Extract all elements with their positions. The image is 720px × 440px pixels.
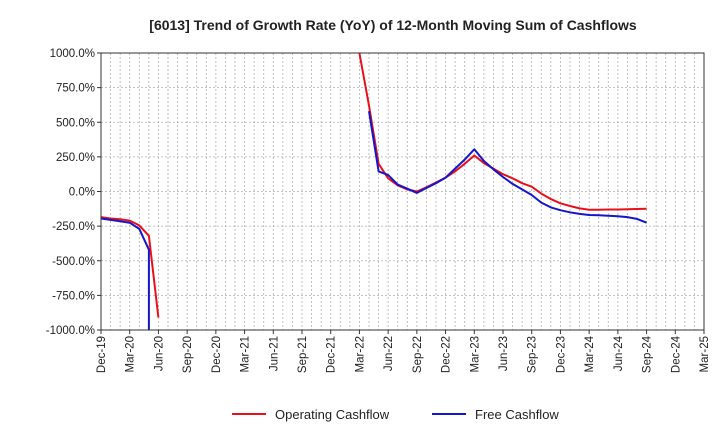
y-tick-label: -1000.0% [46, 325, 95, 337]
y-axis: 1000.0% 750.0% 500.0% 250.0% 0.0% -250.0% -500… [46, 48, 101, 337]
x-tick-label: Mar-20 [125, 336, 137, 372]
chart-title: [6013] Trend of Growth Rate (YoY) of 12-… [149, 17, 637, 33]
x-tick-label: Mar-21 [240, 336, 252, 372]
y-tick-label: -250.0% [52, 221, 95, 233]
x-tick-label: Sep-23 [527, 336, 539, 373]
legend-item: Operating Cashflow [232, 407, 390, 422]
series-layer [101, 52, 647, 330]
y-tick-label: 0.0% [69, 187, 95, 199]
x-tick-label: Jun-24 [613, 335, 625, 371]
x-tick-label: Mar-24 [584, 335, 596, 372]
x-tick-label: Sep-21 [297, 336, 309, 373]
y-tick-label: -750.0% [52, 290, 95, 302]
series-line-segment [368, 111, 647, 224]
x-tick-label: Dec-21 [326, 336, 338, 373]
x-tick-label: Jun-22 [383, 336, 395, 371]
y-tick-label: 250.0% [56, 152, 95, 164]
x-tick-label: Mar-22 [354, 336, 366, 372]
x-tick-label: Jun-23 [498, 336, 510, 371]
grid [101, 53, 704, 330]
series-operating-cashflow [101, 52, 647, 318]
x-tick-label: Mar-23 [469, 336, 481, 372]
x-tick-label: Dec-19 [96, 336, 108, 373]
x-tick-label: Dec-20 [211, 336, 223, 373]
x-tick-label: Sep-24 [642, 335, 654, 373]
y-tick-label: -500.0% [52, 256, 95, 268]
legend-label: Operating Cashflow [275, 407, 390, 422]
legend-label: Free Cashflow [475, 407, 559, 422]
x-tick-label: Dec-23 [555, 336, 567, 373]
x-tick-label: Mar-25 [699, 336, 711, 372]
x-tick-label: Jun-20 [153, 336, 165, 371]
legend-item: Free Cashflow [432, 407, 559, 422]
x-tick-label: Dec-24 [670, 335, 682, 373]
y-tick-label: 750.0% [56, 83, 95, 95]
x-tick-label: Dec-22 [441, 336, 453, 373]
series-line-segment [101, 216, 160, 318]
plot-frame [100, 52, 705, 331]
series-line-segment [101, 217, 150, 330]
x-tick-label: Jun-21 [268, 336, 280, 371]
x-tick-label: Sep-20 [182, 336, 194, 373]
y-tick-label: 500.0% [56, 117, 95, 129]
x-tick-label: Sep-22 [412, 336, 424, 373]
x-axis: Dec-19 Mar-20 Jun-20 Sep-20 Dec-20 Mar-21 Jun-… [96, 330, 711, 373]
y-tick-label: 1000.0% [50, 48, 95, 60]
series-free-cashflow [101, 111, 647, 330]
legend: Operating Cashflow Free Cashflow [232, 407, 559, 422]
